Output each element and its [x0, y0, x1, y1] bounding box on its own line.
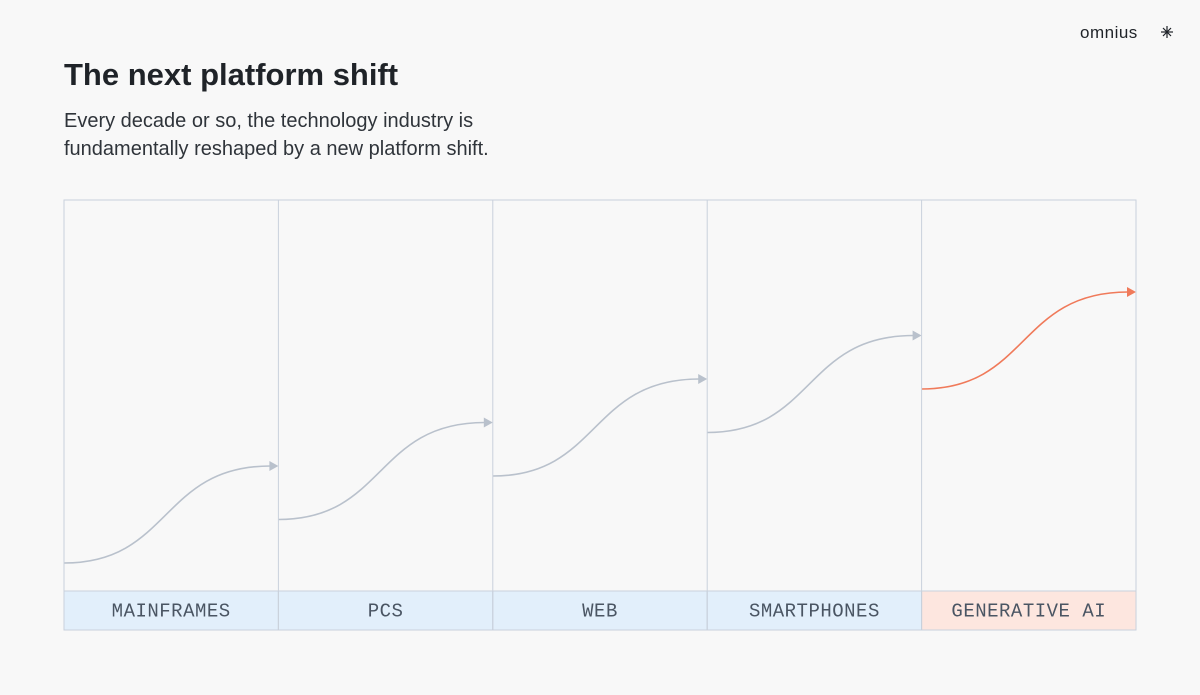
era-label: GENERATIVE AI — [951, 601, 1106, 623]
era-label: PCS — [368, 601, 404, 623]
arrow-head — [912, 330, 922, 341]
growth-curve — [707, 334, 914, 434]
arrow-head — [1127, 287, 1136, 297]
era-label: SMARTPHONES — [749, 601, 880, 623]
subtitle: Every decade or so, the technology indus… — [64, 110, 473, 132]
era-label-bg — [492, 590, 708, 631]
growth-curve — [63, 465, 271, 564]
brand-icon — [1161, 26, 1173, 38]
panel-border — [63, 199, 1137, 631]
era-label-bg — [63, 590, 279, 631]
arrow-head — [483, 417, 493, 428]
growth-curve — [492, 378, 700, 477]
brand: omnius — [1080, 23, 1138, 42]
subtitle: fundamentally reshaped by a new platform… — [64, 138, 489, 160]
era-label: MAINFRAMES — [112, 601, 231, 623]
growth-curve — [921, 291, 1129, 390]
arrow-head — [269, 461, 279, 471]
growth-curve — [278, 421, 485, 521]
arrow-head — [698, 374, 708, 384]
title: The next platform shift — [64, 57, 398, 92]
panel: MAINFRAMES PCS WEB SMARTPHONES GENERATIVE AI — [63, 199, 1137, 631]
era-label: WEB — [582, 601, 618, 623]
